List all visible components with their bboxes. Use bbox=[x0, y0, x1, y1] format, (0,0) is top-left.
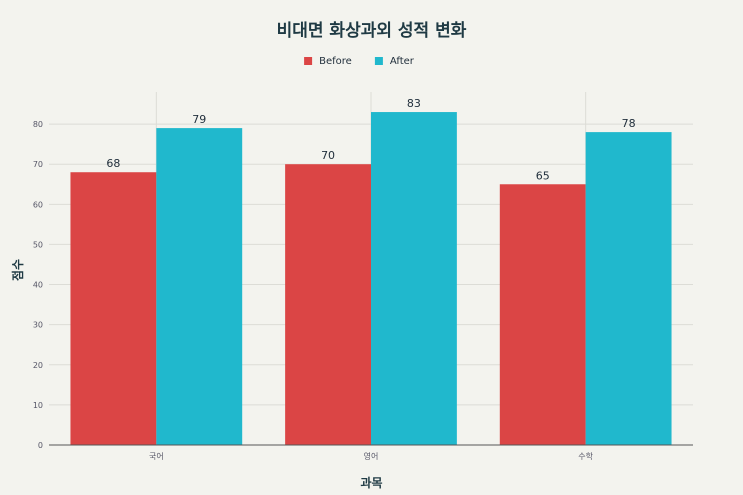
x-axis-label: 과목 bbox=[360, 475, 382, 490]
x-tick-label: 수학 bbox=[578, 451, 593, 461]
legend-label: Before bbox=[319, 56, 352, 67]
x-tick-label: 국어 bbox=[149, 451, 164, 461]
legend-item-before[interactable]: Before bbox=[304, 56, 352, 67]
legend: Before After bbox=[304, 56, 415, 67]
legend-swatch bbox=[374, 57, 383, 65]
y-tick-label: 80 bbox=[33, 120, 43, 129]
bar-before-0 bbox=[70, 172, 157, 445]
y-tick-label: 20 bbox=[33, 361, 43, 370]
y-tick-label: 10 bbox=[33, 401, 43, 410]
legend-label: After bbox=[390, 56, 415, 67]
bar-after-1 bbox=[371, 112, 457, 445]
bar-after-2 bbox=[585, 132, 672, 445]
data-label: 65 bbox=[536, 169, 550, 182]
y-axis-label: 점수 bbox=[10, 259, 25, 281]
data-label: 79 bbox=[192, 113, 206, 126]
legend-item-after[interactable]: After bbox=[374, 56, 415, 67]
data-label: 70 bbox=[321, 149, 335, 162]
y-tick-label: 70 bbox=[33, 160, 43, 169]
bar-before-1 bbox=[285, 164, 371, 446]
bar-before-2 bbox=[499, 184, 586, 446]
x-axis-ticks: 국어 영어 수학 bbox=[49, 444, 693, 461]
chart-title: 비대면 화상과외 성적 변화 bbox=[277, 21, 467, 41]
bars: 68 70 65 79 83 78 bbox=[70, 97, 672, 446]
legend-swatch bbox=[304, 57, 313, 65]
data-label: 83 bbox=[407, 97, 421, 110]
y-tick-label: 0 bbox=[38, 441, 43, 450]
y-tick-label: 50 bbox=[33, 240, 43, 249]
y-tick-label: 60 bbox=[33, 200, 43, 209]
y-tick-label: 40 bbox=[33, 281, 43, 290]
x-tick-label: 영어 bbox=[364, 451, 379, 461]
data-label: 78 bbox=[622, 117, 636, 130]
y-axis-ticks: 0 10 20 30 40 50 60 70 80 bbox=[33, 120, 43, 450]
bar-after-0 bbox=[156, 128, 243, 445]
data-label: 68 bbox=[106, 157, 120, 170]
y-tick-label: 30 bbox=[33, 321, 43, 330]
